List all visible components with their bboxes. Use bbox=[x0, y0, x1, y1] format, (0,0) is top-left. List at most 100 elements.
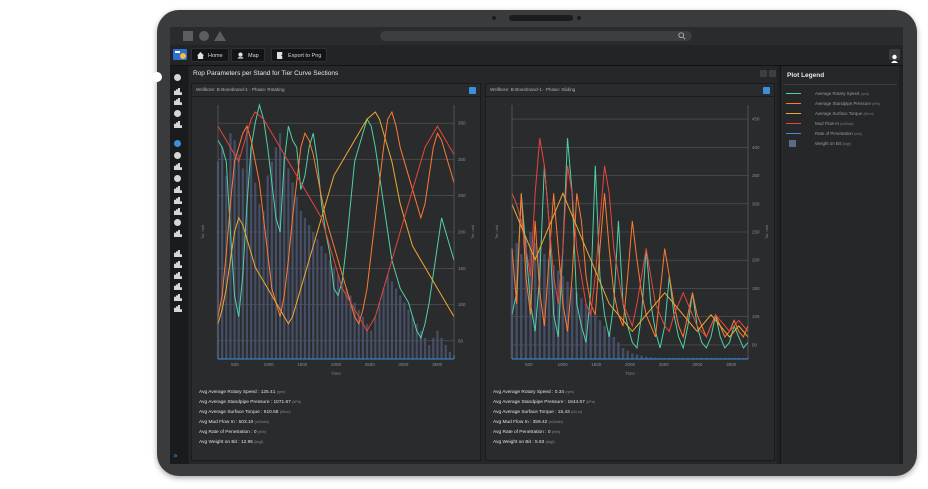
weight-on-bit-bar bbox=[691, 357, 694, 359]
sidebar-report-icon[interactable] bbox=[174, 272, 182, 279]
weight-on-bit-bar bbox=[312, 232, 315, 359]
legend-divider bbox=[783, 84, 897, 85]
weight-on-bit-bar bbox=[543, 254, 546, 359]
sidebar-metrics-icon[interactable] bbox=[174, 294, 182, 301]
weight-on-bit-bar bbox=[328, 260, 331, 359]
x-tick-label: 3500 bbox=[432, 362, 443, 367]
stat-label: Avg Weight on Bit : 5.63 bbox=[493, 440, 545, 445]
weight-on-bit-bar bbox=[668, 357, 671, 359]
sidebar-expand-icon[interactable]: » bbox=[173, 451, 178, 460]
stat-unit: (m/h) bbox=[257, 430, 267, 434]
weight-on-bit-bar bbox=[361, 316, 365, 359]
weight-on-bit-bar bbox=[407, 309, 410, 359]
y-tick-label: 200 bbox=[752, 258, 760, 263]
sidebar-histogram-icon[interactable] bbox=[174, 186, 182, 193]
collapse-button[interactable] bbox=[760, 70, 767, 77]
weight-on-bit-bar bbox=[233, 140, 236, 359]
legend-item[interactable]: Average Surface Torque (kN.m) bbox=[786, 110, 896, 118]
sidebar-chart-icon[interactable] bbox=[174, 88, 182, 95]
y-axis-label-right: Tar. unit bbox=[764, 224, 769, 239]
weight-on-bit-bar bbox=[357, 309, 360, 359]
weight-on-bit-bar bbox=[520, 254, 523, 359]
weight-on-bit-bar bbox=[237, 154, 240, 359]
series-line bbox=[511, 138, 749, 350]
home-button[interactable]: Home bbox=[191, 48, 229, 62]
weight-on-bit-bar bbox=[728, 357, 731, 359]
side-tab-handle[interactable] bbox=[152, 72, 162, 82]
weight-on-bit-bar bbox=[349, 295, 352, 359]
sidebar-area-icon[interactable] bbox=[174, 230, 182, 237]
weight-on-bit-bar bbox=[617, 342, 620, 359]
stat-label: Avg Average Rotary Speed : 0.34 bbox=[493, 390, 565, 395]
browser-bar bbox=[170, 27, 903, 45]
x-tick-label: 2500 bbox=[365, 362, 376, 367]
sidebar-bars-icon[interactable] bbox=[174, 98, 182, 105]
legend-item[interactable]: Average Standpipe Pressure (kPa) bbox=[786, 100, 896, 108]
weight-on-bit-bar bbox=[580, 298, 583, 359]
y-tick-label: 50 bbox=[458, 338, 464, 343]
stat-label: Avg Weight on Bit : 12.95 bbox=[199, 440, 253, 445]
stat-row: Avg Mud Flow In : 359.42 (m3/min) bbox=[493, 417, 769, 427]
stat-unit: (rpm) bbox=[276, 390, 286, 394]
weight-on-bit-bar bbox=[723, 357, 727, 359]
filter-icon[interactable] bbox=[469, 87, 476, 94]
stat-row: Avg Rate of Penetration : 0 (m/h) bbox=[493, 427, 769, 437]
weight-on-bit-bar bbox=[258, 203, 261, 359]
weight-on-bit-bar bbox=[533, 243, 537, 359]
search-icon[interactable] bbox=[678, 32, 686, 40]
sidebar-analytics-icon[interactable] bbox=[174, 283, 182, 290]
stat-row: Avg Average Surface Torque : 15.43 (kN.m… bbox=[493, 407, 769, 417]
sidebar-stack-icon[interactable] bbox=[174, 208, 182, 215]
sidebar-dashboard-icon[interactable] bbox=[174, 74, 181, 81]
weight-on-bit-bar bbox=[390, 281, 394, 359]
user-account-button[interactable] bbox=[889, 49, 900, 63]
sidebar-column-icon[interactable] bbox=[174, 197, 182, 204]
sidebar-line-icon[interactable] bbox=[174, 250, 182, 257]
weight-on-bit-bar bbox=[229, 133, 232, 359]
weight-on-bit-bar bbox=[737, 357, 740, 359]
weight-on-bit-bar bbox=[594, 314, 597, 359]
stat-label: Avg Mud Flow In : 359.42 bbox=[493, 420, 548, 425]
legend-item[interactable]: Weight on Bit (kkgf) bbox=[786, 140, 896, 148]
y-axis-label-right: Tar. unit bbox=[470, 224, 475, 239]
x-tick-label: 500 bbox=[231, 362, 239, 367]
weight-on-bit-bar bbox=[432, 337, 435, 359]
filter-icon[interactable] bbox=[763, 87, 770, 94]
weight-on-bit-bar bbox=[631, 353, 634, 359]
sidebar-drill-icon[interactable] bbox=[174, 121, 182, 128]
sidebar-summary-icon[interactable] bbox=[174, 305, 182, 312]
export-png-button[interactable]: Export to Png bbox=[271, 48, 328, 62]
export-png-button-label: Export to Png bbox=[288, 53, 322, 59]
sidebar-scatter-icon[interactable] bbox=[174, 261, 182, 268]
sidebar-trend-icon[interactable] bbox=[174, 163, 182, 170]
weight-on-bit-bar bbox=[411, 316, 414, 359]
legend-item[interactable]: Rate of Penetration (m/h) bbox=[786, 130, 896, 138]
weight-on-bit-bar bbox=[742, 357, 745, 359]
url-bar[interactable] bbox=[380, 31, 692, 41]
y-tick-label: 200 bbox=[458, 230, 466, 235]
weight-on-bit-bar bbox=[732, 357, 736, 359]
legend-item[interactable]: Average Rotary Speed (rpm) bbox=[786, 90, 896, 98]
sidebar-pie-icon[interactable] bbox=[174, 175, 181, 182]
fullscreen-button[interactable] bbox=[769, 70, 776, 77]
weight-on-bit-bar bbox=[278, 133, 282, 359]
stat-unit: (rpm) bbox=[565, 390, 574, 394]
sidebar-settings-icon[interactable] bbox=[174, 110, 181, 117]
rotating-chart: 350 300 250 200 150 100 50 500 1000 1500 2000 2500 3… bbox=[200, 103, 475, 376]
sidebar-globe-icon[interactable] bbox=[174, 140, 181, 147]
weight-on-bit-bar bbox=[403, 302, 406, 359]
sidebar-refresh-icon[interactable] bbox=[174, 219, 181, 226]
weight-on-bit-bar bbox=[262, 210, 265, 359]
map-button[interactable]: Map bbox=[231, 48, 265, 62]
weight-on-bit-bar bbox=[529, 232, 532, 359]
weight-on-bit-bar bbox=[291, 182, 294, 359]
home-icon bbox=[197, 52, 204, 59]
weight-on-bit-bar bbox=[423, 337, 427, 359]
weight-on-bit-bar bbox=[341, 281, 344, 359]
weight-on-bit-bar bbox=[320, 246, 323, 359]
x-axis-label: Time bbox=[331, 371, 341, 376]
weight-on-bit-bar bbox=[649, 357, 653, 359]
legend-item[interactable]: Mud Flow In (m3/min) bbox=[786, 120, 896, 128]
sidebar-gauge-icon[interactable] bbox=[174, 152, 181, 159]
stat-row: Avg Average Standpipe Pressure : 1071.67… bbox=[199, 397, 475, 407]
